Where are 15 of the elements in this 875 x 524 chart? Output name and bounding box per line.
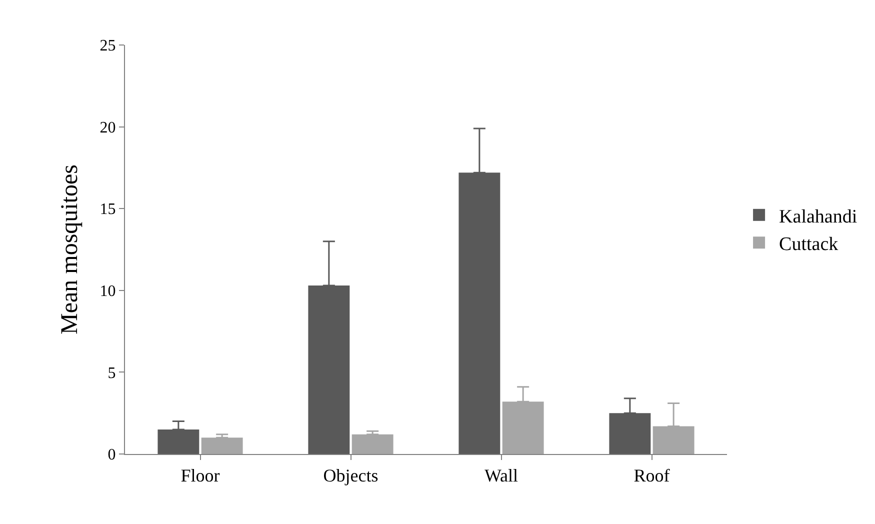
x-tick-label: Roof	[634, 466, 670, 486]
y-tick-label: 5	[108, 364, 116, 382]
x-tick-label: Objects	[323, 466, 378, 486]
y-axis-title: Mean mosquitoes	[56, 164, 83, 334]
x-tick-label: Wall	[484, 466, 518, 486]
legend-label: Kalahandi	[779, 206, 858, 228]
bar	[201, 438, 243, 454]
x-tick-label: Floor	[180, 466, 220, 486]
y-tick-label: 20	[100, 119, 116, 136]
y-tick-label: 25	[100, 38, 116, 55]
legend-label: Cuttack	[779, 234, 839, 256]
y-tick-label: 0	[108, 446, 116, 464]
y-tick-label: 10	[100, 283, 116, 300]
y-tick-label: 15	[100, 201, 116, 218]
bar	[352, 434, 394, 454]
